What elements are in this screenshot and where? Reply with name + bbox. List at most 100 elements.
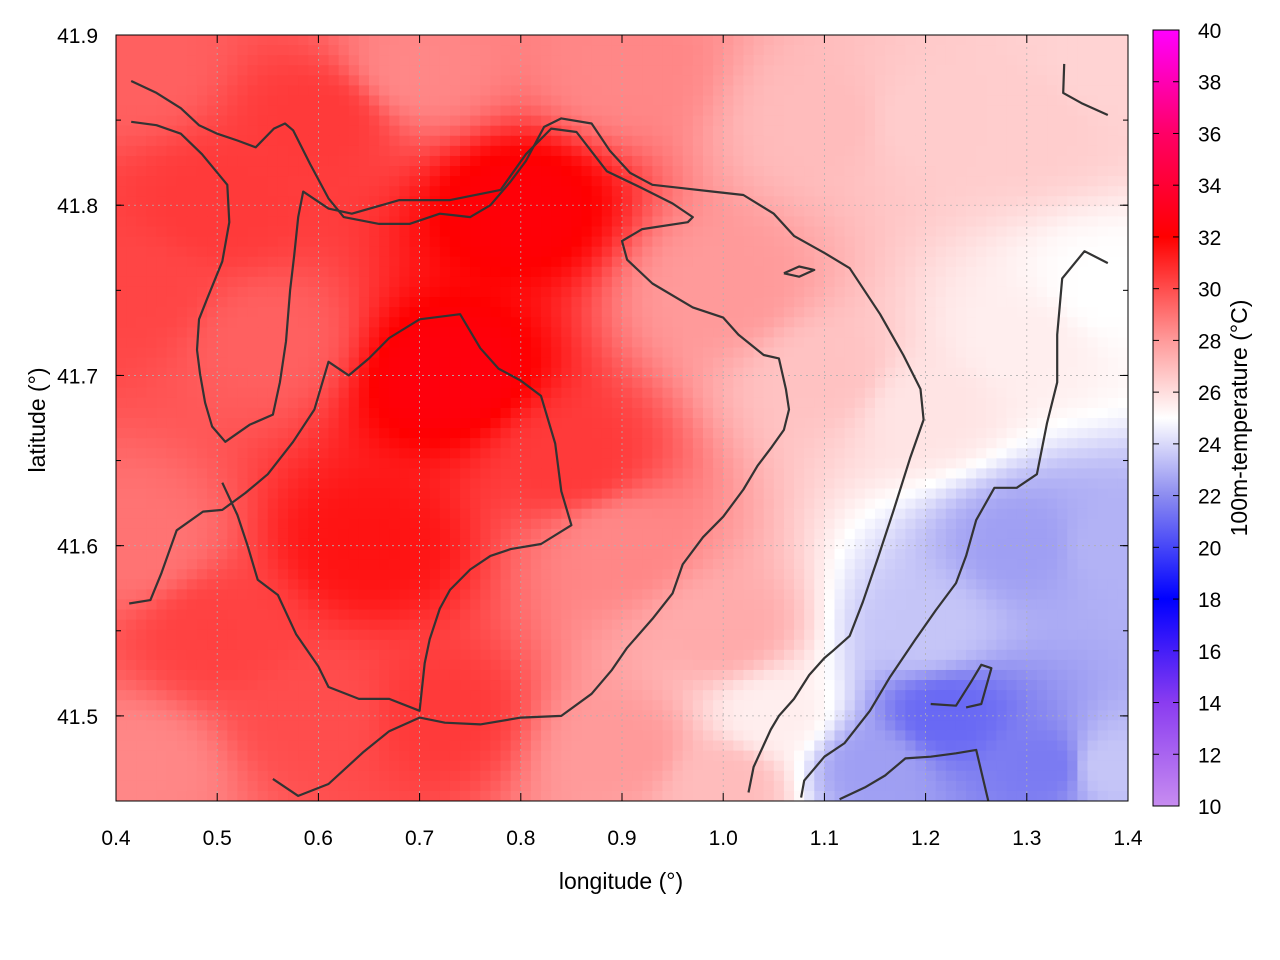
heat-cell: [1026, 468, 1038, 480]
heat-cell: [875, 266, 886, 278]
heat-cell: [419, 176, 431, 187]
heat-cell: [885, 135, 896, 147]
heat-cell: [389, 276, 400, 288]
heat-cell: [1087, 35, 1099, 46]
heat-cell: [652, 438, 664, 449]
heat-cell: [338, 75, 350, 86]
heat-cell: [1057, 145, 1068, 157]
heat-cell: [1016, 387, 1028, 399]
heat-cell: [328, 518, 340, 530]
heat-cell: [520, 307, 532, 318]
heat-cell: [702, 256, 714, 268]
heat-cell: [1036, 35, 1048, 46]
heat-cell: [136, 317, 147, 328]
heat-cell: [601, 347, 613, 359]
heat-cell: [126, 155, 137, 167]
heat-cell: [186, 246, 198, 258]
heat-cell: [966, 478, 977, 490]
heat-cell: [834, 307, 846, 318]
heat-cell: [571, 145, 583, 157]
heat-cell: [571, 226, 583, 238]
heat-cell: [1107, 347, 1119, 359]
heat-cell: [986, 407, 998, 419]
heat-cell: [358, 438, 370, 449]
heat-cell: [713, 206, 724, 218]
heat-cell: [925, 166, 937, 177]
heat-cell: [622, 428, 633, 439]
heat-cell: [723, 246, 734, 258]
heat-cell: [176, 468, 188, 480]
heat-cell: [915, 327, 927, 338]
heat-cell: [449, 478, 461, 490]
heat-cell: [1057, 95, 1068, 107]
heat-cell: [267, 135, 279, 147]
heat-cell: [358, 297, 370, 308]
heat-cell: [905, 186, 917, 197]
heat-cell: [794, 508, 805, 520]
heat-cell: [672, 438, 684, 449]
heat-cell: [783, 337, 795, 349]
heat-cell: [551, 226, 562, 238]
heat-cell: [743, 256, 755, 268]
heat-cell: [288, 35, 299, 46]
heat-cell: [794, 317, 805, 328]
heat-cell: [237, 216, 249, 228]
heat-cell: [126, 145, 137, 157]
heat-cell: [672, 85, 684, 97]
heat-cell: [389, 528, 400, 540]
heat-cell: [864, 488, 876, 500]
heat-cell: [257, 186, 269, 197]
heat-cell: [935, 155, 947, 167]
heat-cell: [409, 367, 421, 379]
heat-cell: [551, 377, 562, 389]
heat-cell: [318, 448, 330, 459]
heat-cell: [723, 85, 734, 97]
heat-cell: [814, 236, 825, 248]
heat-cell: [308, 468, 319, 480]
heat-cell: [449, 418, 461, 429]
heat-cell: [925, 397, 937, 409]
heat-cell: [632, 246, 643, 258]
heat-cell: [814, 176, 825, 187]
heat-cell: [966, 155, 977, 167]
heat-cell: [804, 186, 815, 197]
heat-cell: [196, 206, 208, 218]
heat-cell: [723, 35, 734, 46]
heat-cell: [561, 75, 572, 86]
heat-cell: [652, 498, 664, 510]
heat-cell: [470, 307, 481, 318]
heat-cell: [733, 478, 745, 490]
heat-cell: [439, 216, 451, 228]
heat-cell: [449, 286, 461, 298]
heat-cell: [1107, 35, 1119, 46]
heat-cell: [196, 488, 208, 500]
heat-cell: [591, 246, 603, 258]
heat-cell: [632, 327, 643, 338]
heat-cell: [217, 85, 228, 97]
heat-cell: [126, 327, 137, 338]
heat-cell: [824, 135, 836, 147]
heat-cell: [702, 448, 714, 459]
heat-cell: [905, 307, 917, 318]
heat-cell: [743, 145, 755, 157]
heat-cell: [530, 166, 542, 177]
heat-cell: [1006, 307, 1018, 318]
heat-cell: [530, 206, 542, 218]
heat-cell: [510, 125, 522, 137]
heat-cell: [794, 55, 805, 66]
heat-cell: [581, 428, 593, 439]
heat-cell: [662, 45, 674, 56]
heat-cell: [156, 357, 168, 369]
heat-cell: [288, 85, 299, 97]
heat-cell: [247, 85, 259, 97]
heat-cell: [176, 478, 188, 490]
heat-cell: [915, 528, 927, 540]
heat-cell: [824, 407, 836, 419]
heat-cell: [571, 428, 583, 439]
heat-cell: [713, 125, 724, 137]
heat-cell: [1036, 367, 1048, 379]
heat-cell: [207, 468, 218, 480]
heat-cell: [672, 65, 684, 76]
heat-cell: [419, 488, 431, 500]
heat-cell: [976, 297, 987, 308]
